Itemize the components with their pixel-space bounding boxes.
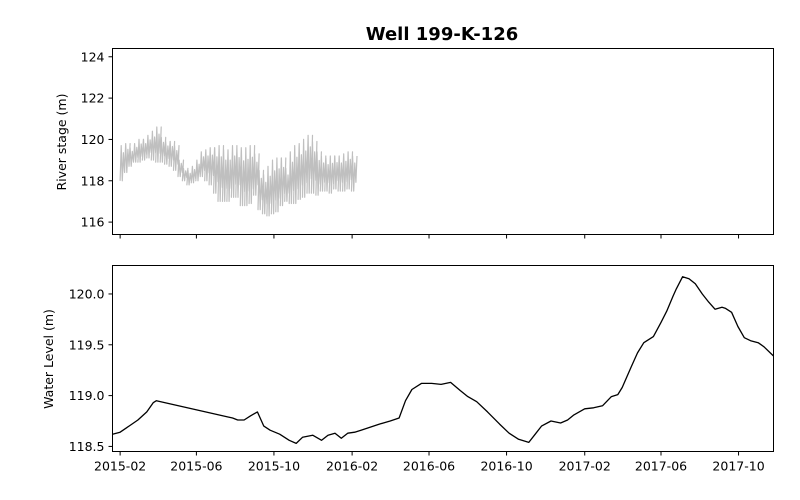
water-level-y-tick-label: 118.5 [69,439,105,454]
river-stage-series-line [119,126,358,217]
river-stage-y-tick-label: 116 [81,215,105,230]
river-stage-y-tick-label: 118 [81,173,105,188]
river-stage-y-ticks: 116 118 120 122 124 [81,49,113,230]
river-stage-y-axis-label: River stage (m) [54,94,69,191]
water-level-series-group [112,276,774,445]
water-level-y-ticks: 118.5 119.0 119.5 120.0 [69,286,113,454]
chart-title: Well 199-K-126 [366,24,519,45]
river-stage-plot-frame [112,48,774,235]
water-level-x-ticks: 2015-02 2015-06 2015-10 2016-02 2016-06 2016-… [94,451,765,474]
water-level-x-tick-label: 2015-02 [94,459,146,474]
river-stage-y-tick-label: 120 [81,132,105,147]
river-stage-series-group [119,126,358,217]
water-level-x-tick-label: 2017-06 [635,459,687,474]
water-level-x-tick-label: 2016-02 [326,459,378,474]
river-stage-y-tick-label: 122 [81,91,105,106]
water-level-x-tick-label: 2015-06 [170,459,222,474]
water-level-x-tick-label: 2017-10 [712,459,764,474]
water-level-y-axis-label: Water Level (m) [41,309,56,409]
water-level-x-tick-label: 2016-06 [403,459,455,474]
river-stage-panel: 116 118 120 122 124 River stage (m) [54,48,774,239]
river-stage-y-tick-label: 124 [81,49,105,64]
water-level-plot-frame [112,265,774,452]
water-level-x-tick-label: 2017-02 [559,459,611,474]
water-level-x-tick-label: 2015-10 [248,459,300,474]
water-level-y-tick-label: 119.5 [69,337,105,352]
river-stage-x-ticks [119,234,740,239]
water-level-series-line [112,276,774,445]
water-level-x-tick-label: 2016-10 [480,459,532,474]
water-level-y-tick-label: 119.0 [69,388,105,403]
water-level-y-tick-label: 120.0 [69,286,105,301]
